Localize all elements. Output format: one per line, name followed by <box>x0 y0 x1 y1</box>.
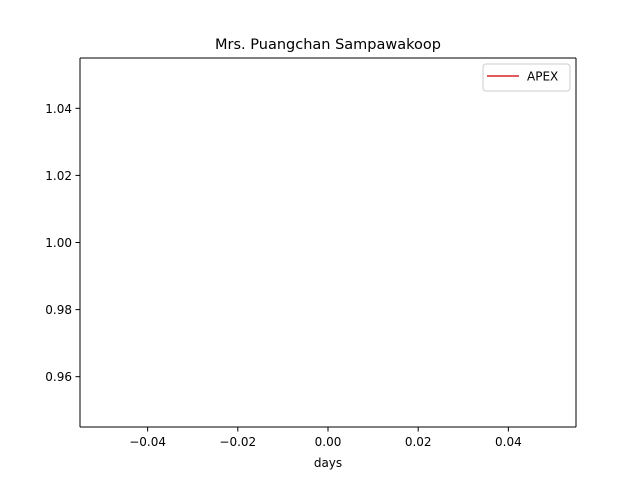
y-tick-label: 0.98 <box>45 303 72 317</box>
x-tick-label: 0.00 <box>315 435 342 449</box>
y-tick-label: 1.02 <box>45 169 72 183</box>
plot-area <box>80 58 576 427</box>
y-axis: 0.96 0.98 1.00 1.02 1.04 <box>45 102 80 384</box>
x-axis: −0.04 −0.02 0.00 0.02 0.04 <box>129 427 522 449</box>
legend: APEX <box>482 63 571 92</box>
x-tick-label: 0.02 <box>405 435 432 449</box>
y-tick-label: 1.04 <box>45 102 72 116</box>
x-tick-label: −0.04 <box>129 435 166 449</box>
chart-title: Mrs. Puangchan Sampawakoop <box>215 37 441 53</box>
x-tick-label: −0.02 <box>219 435 256 449</box>
y-tick-label: 0.96 <box>45 370 72 384</box>
axes-frame <box>79 57 577 428</box>
axes-background <box>80 58 576 427</box>
legend-box <box>482 63 571 92</box>
legend-label-apex: APEX <box>527 70 558 84</box>
x-tick-label: 0.04 <box>495 435 522 449</box>
x-axis-label: days <box>314 456 342 470</box>
y-tick-label: 1.00 <box>45 236 72 250</box>
